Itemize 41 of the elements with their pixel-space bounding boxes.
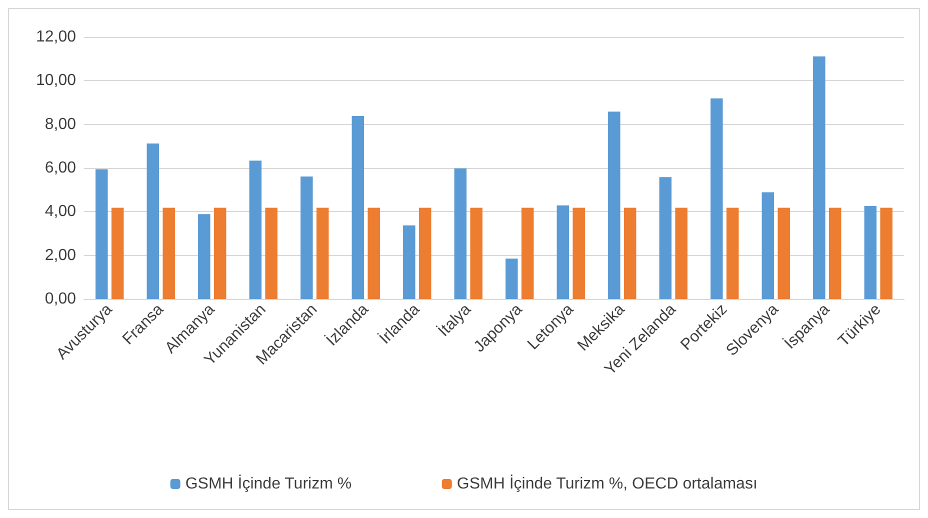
bar (880, 208, 892, 299)
bar (778, 208, 790, 299)
bar (162, 208, 175, 299)
bar (352, 116, 364, 299)
bar (418, 208, 432, 299)
bar (249, 160, 262, 299)
bar (624, 208, 636, 299)
bar (710, 98, 723, 299)
bar (572, 208, 585, 299)
bar (96, 169, 108, 299)
bar (368, 208, 380, 299)
bar (864, 206, 877, 299)
bar (111, 208, 124, 299)
bar (521, 208, 534, 299)
legend-label: GSMH İçinde Turizm %, OECD ortalaması (456, 474, 758, 492)
bar (556, 205, 570, 299)
bar (470, 208, 482, 299)
bar (300, 176, 313, 299)
bar (828, 208, 842, 299)
y-tick-label: 4,00 (44, 203, 76, 220)
bar (726, 208, 739, 299)
bar (762, 192, 774, 299)
bar (506, 258, 518, 299)
bar (198, 214, 210, 299)
bar (146, 144, 160, 299)
y-tick-label: 8,00 (44, 116, 76, 133)
bar (265, 208, 278, 299)
bar (659, 177, 672, 299)
y-tick-label: 12,00 (36, 28, 76, 46)
bar (454, 168, 467, 299)
bar (316, 208, 329, 299)
bar (608, 112, 620, 299)
bar (214, 208, 226, 299)
y-tick-label: 0,00 (44, 290, 76, 308)
y-tick-label: 6,00 (44, 160, 76, 176)
bar (403, 225, 416, 299)
y-tick-label: 2,00 (44, 246, 76, 264)
bar (813, 56, 826, 299)
y-tick-label: 10,00 (36, 72, 76, 90)
bar (675, 208, 688, 299)
legend-label: GSMH İçinde Turizm % (185, 474, 352, 492)
